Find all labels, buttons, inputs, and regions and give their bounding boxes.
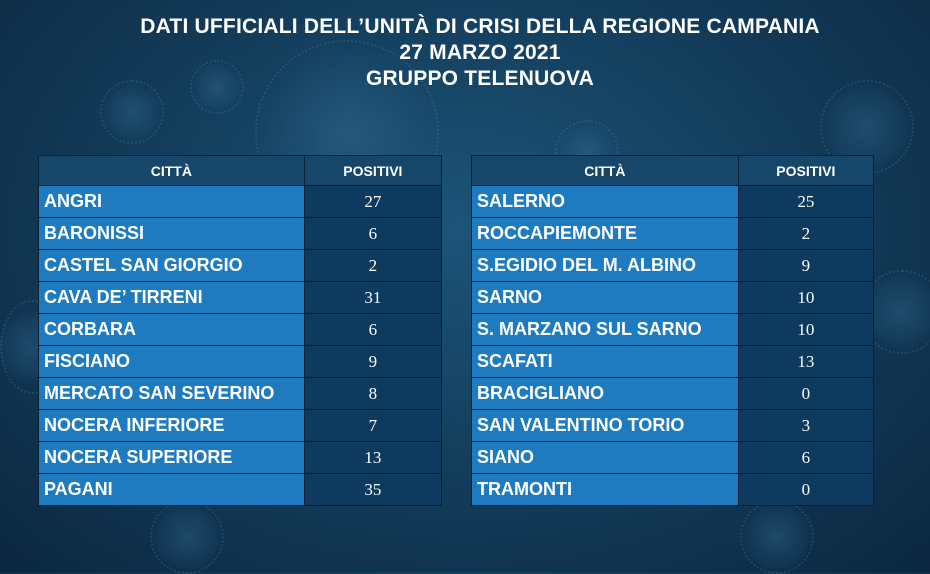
city-cell: SCAFATI [471, 345, 739, 378]
city-cell: CASTEL SAN GIORGIO [38, 249, 305, 282]
column-header-positivi: POSITIVI [737, 155, 875, 186]
virus-illustration [150, 500, 224, 574]
table-row: NOCERA INFERIORE 7 [38, 409, 443, 442]
city-cell: MERCATO SAN SEVERINO [38, 377, 305, 410]
city-cell: BRACIGLIANO [471, 377, 739, 410]
city-cell: CORBARA [38, 313, 305, 346]
title-line-2: 27 MARZO 2021 [399, 41, 561, 64]
positivi-cell: 25 [737, 185, 875, 218]
city-cell: ANGRI [38, 185, 305, 218]
positivi-cell: 13 [303, 441, 443, 474]
title-line-1: DATI UFFICIALI DELL’UNITÀ DI CRISI DELLA… [140, 15, 820, 38]
positivi-cell: 0 [737, 473, 875, 506]
city-cell: SIANO [471, 441, 739, 474]
table-row: ANGRI 27 [38, 185, 443, 218]
positivi-cell: 6 [737, 441, 875, 474]
positivi-cell: 10 [737, 313, 875, 346]
positives-table-left: CITTÀ POSITIVI ANGRI 27 BARONISSI 6 CASTEL… [38, 155, 443, 506]
positivi-cell: 31 [303, 281, 443, 314]
positivi-cell: 13 [737, 345, 875, 378]
city-cell: TRAMONTI [471, 473, 739, 506]
positivi-cell: 6 [303, 217, 443, 250]
table-row: BARONISSI 6 [38, 217, 443, 250]
table-row: S. MARZANO SUL SARNO 10 [471, 313, 875, 346]
city-cell: S. MARZANO SUL SARNO [471, 313, 739, 346]
table-row: PAGANI 35 [38, 473, 443, 506]
city-cell: NOCERA SUPERIORE [38, 441, 305, 474]
table-row: SAN VALENTINO TORIO 3 [471, 409, 875, 442]
city-cell: ROCCAPIEMONTE [471, 217, 739, 250]
positives-table-right: CITTÀ POSITIVI SALERNO 25 ROCCAPIEMONTE 2 … [471, 155, 875, 506]
table-row: SALERNO 25 [471, 185, 875, 218]
city-cell: FISCIANO [38, 345, 305, 378]
table-row: CORBARA 6 [38, 313, 443, 346]
positivi-cell: 0 [737, 377, 875, 410]
positivi-cell: 35 [303, 473, 443, 506]
table-row: S.EGIDIO DEL M. ALBINO 9 [471, 249, 875, 282]
city-cell: NOCERA INFERIORE [38, 409, 305, 442]
city-cell: SALERNO [471, 185, 739, 218]
positivi-cell: 2 [737, 217, 875, 250]
table-row: BRACIGLIANO 0 [471, 377, 875, 410]
column-header-city: CITTÀ [471, 155, 739, 186]
virus-illustration [100, 80, 164, 144]
positivi-cell: 8 [303, 377, 443, 410]
title-line-3: GRUPPO TELENUOVA [366, 67, 594, 90]
virus-illustration [740, 500, 814, 574]
city-cell: CAVA DE’ TIRRENI [38, 281, 305, 314]
positivi-cell: 6 [303, 313, 443, 346]
column-header-city: CITTÀ [38, 155, 305, 186]
positivi-cell: 10 [737, 281, 875, 314]
city-cell: SAN VALENTINO TORIO [471, 409, 739, 442]
table-row: ROCCAPIEMONTE 2 [471, 217, 875, 250]
city-cell: BARONISSI [38, 217, 305, 250]
table-row: FISCIANO 9 [38, 345, 443, 378]
table-header-row: CITTÀ POSITIVI [471, 155, 875, 186]
table-row: MERCATO SAN SEVERINO 8 [38, 377, 443, 410]
table-row: SARNO 10 [471, 281, 875, 314]
positivi-cell: 3 [737, 409, 875, 442]
positivi-cell: 7 [303, 409, 443, 442]
city-cell: PAGANI [38, 473, 305, 506]
table-row: CASTEL SAN GIORGIO 2 [38, 249, 443, 282]
virus-illustration [190, 60, 244, 114]
page-title: DATI UFFICIALI DELL’UNITÀ DI CRISI DELLA… [0, 14, 930, 92]
positivi-cell: 27 [303, 185, 443, 218]
city-cell: SARNO [471, 281, 739, 314]
positivi-cell: 9 [737, 249, 875, 282]
positivi-cell: 9 [303, 345, 443, 378]
table-row: SIANO 6 [471, 441, 875, 474]
positivi-cell: 2 [303, 249, 443, 282]
table-row: CAVA DE’ TIRRENI 31 [38, 281, 443, 314]
table-header-row: CITTÀ POSITIVI [38, 155, 443, 186]
table-row: TRAMONTI 0 [471, 473, 875, 506]
city-cell: S.EGIDIO DEL M. ALBINO [471, 249, 739, 282]
column-header-positivi: POSITIVI [303, 155, 443, 186]
table-row: NOCERA SUPERIORE 13 [38, 441, 443, 474]
table-row: SCAFATI 13 [471, 345, 875, 378]
